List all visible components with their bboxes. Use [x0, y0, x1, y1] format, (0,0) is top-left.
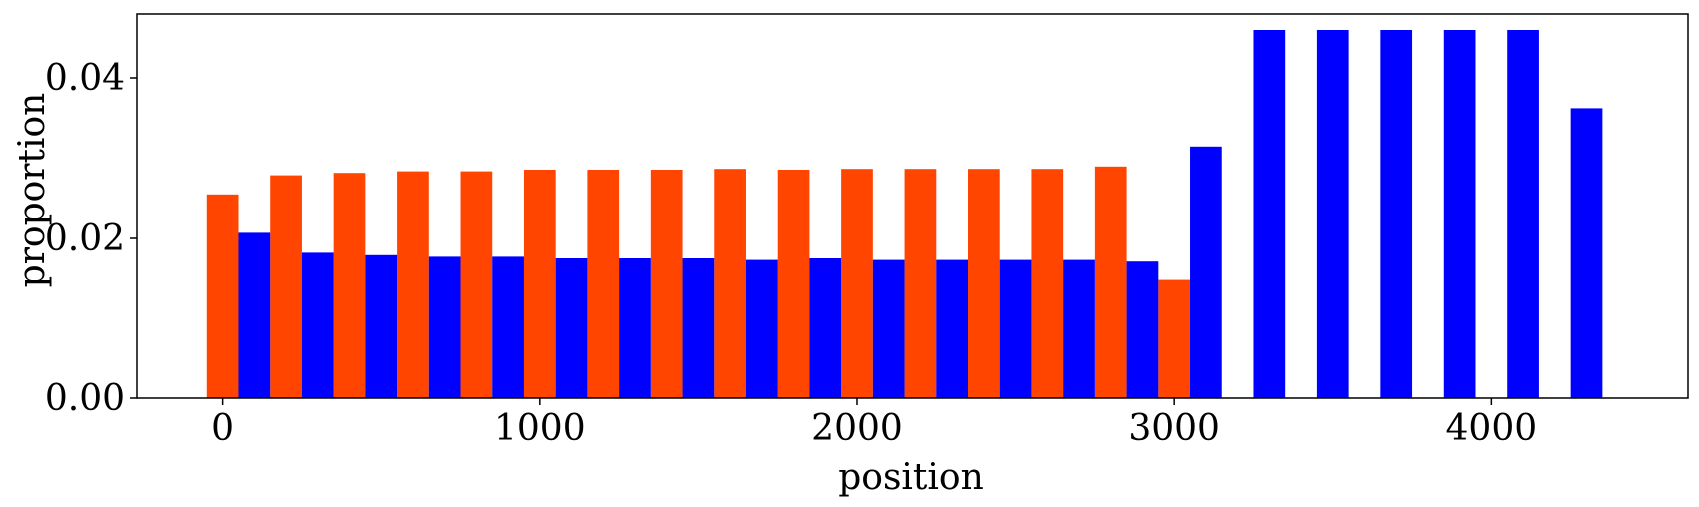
- bar-series1-1: [270, 175, 302, 398]
- x-tick-label: 1000: [494, 408, 586, 449]
- bar-series1-8: [714, 169, 746, 398]
- bar-series2-14: [1126, 261, 1159, 398]
- bar-series1-13: [1031, 169, 1064, 398]
- x-axis-label: position: [838, 457, 984, 498]
- bar-series2-0: [238, 232, 271, 398]
- bar-series2-8: [745, 259, 778, 398]
- bar-series1-4: [460, 171, 493, 398]
- plot-frame: [136, 13, 1689, 399]
- bar-series2-6: [619, 258, 651, 398]
- x-tick-label: 2000: [811, 408, 903, 449]
- bar-series2-11: [936, 259, 969, 398]
- bar-series2-21: [1570, 108, 1603, 399]
- bar-series1-3: [397, 171, 429, 398]
- bar-series2-15: [1190, 146, 1222, 398]
- bar-series2-10: [872, 259, 905, 398]
- bar-series1-0: [206, 194, 239, 398]
- bar-series2-1: [301, 252, 334, 398]
- bar-series2-17: [1316, 30, 1349, 398]
- bar-series1-10: [841, 169, 873, 398]
- bar-series1-7: [650, 170, 683, 398]
- bar-series2-13: [1063, 259, 1095, 398]
- bar-series2-18: [1380, 30, 1413, 398]
- bar-series2-3: [428, 256, 461, 398]
- bar-series1-5: [523, 170, 556, 398]
- bar-series2-7: [682, 258, 715, 398]
- bar-series2-20: [1507, 30, 1539, 398]
- x-axis-ticks: 0 1000 2000 3000 4000: [211, 398, 1537, 449]
- bar-series2-4: [492, 256, 524, 398]
- bars-layer: [206, 30, 1603, 399]
- x-tick-label: 4000: [1446, 408, 1538, 449]
- y-axis-label: proportion: [12, 93, 53, 288]
- bar-series2-16: [1253, 30, 1286, 398]
- bar-series1-12: [968, 169, 1000, 398]
- bar-series2-12: [999, 259, 1032, 398]
- y-tick-label: 0.04: [45, 58, 125, 99]
- bar-series2-5: [555, 258, 588, 398]
- x-tick-label: 3000: [1128, 408, 1220, 449]
- bar-series2-2: [365, 254, 398, 398]
- bar-series2-19: [1443, 30, 1476, 398]
- y-tick-label: 0.02: [45, 218, 125, 259]
- bar-series1-15: [1158, 279, 1191, 398]
- bar-series1-6: [587, 170, 620, 398]
- bar-series2-9: [809, 258, 842, 398]
- bar-series1-14: [1094, 166, 1127, 398]
- y-axis-ticks: 0.00 0.02 0.04: [45, 58, 137, 419]
- bar-series1-9: [777, 170, 810, 398]
- y-tick-label: 0.00: [45, 378, 125, 419]
- bar-series1-2: [333, 173, 366, 398]
- bar-series1-11: [904, 169, 937, 398]
- x-tick-label: 0: [211, 408, 234, 449]
